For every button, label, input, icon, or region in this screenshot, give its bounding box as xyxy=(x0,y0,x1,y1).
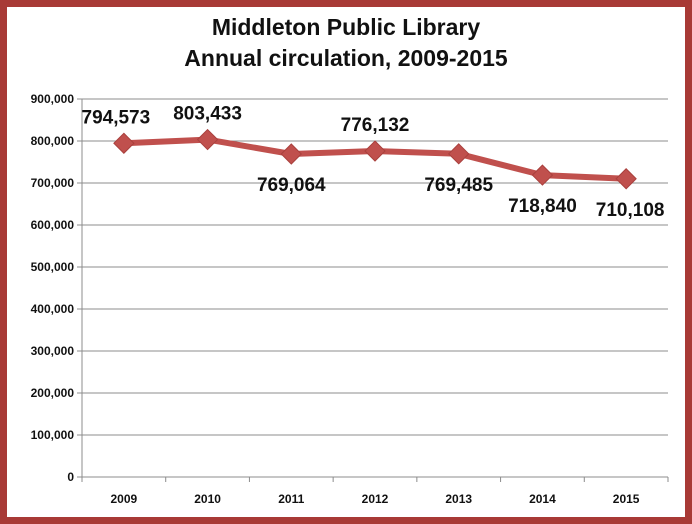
y-tick-label: 800,000 xyxy=(31,134,75,148)
y-tick-label: 400,000 xyxy=(31,302,75,316)
x-tick-label: 2009 xyxy=(111,492,138,506)
x-tick-label: 2010 xyxy=(194,492,221,506)
data-point-marker xyxy=(448,143,470,165)
data-point-marker xyxy=(280,143,302,165)
y-tick-label: 0 xyxy=(67,470,74,484)
x-tick-label: 2014 xyxy=(529,492,556,506)
data-labels: 794,573 803,433 769,064 776,132 769,485 718,8… xyxy=(82,104,665,221)
data-label: 769,485 xyxy=(424,175,493,196)
data-point-marker xyxy=(531,164,554,186)
y-axis-ticks: 0 100,000 200,000 300,000 400,000 500,000 600,… xyxy=(31,92,82,484)
y-tick-label: 500,000 xyxy=(31,260,75,274)
y-tick-label: 900,000 xyxy=(31,92,75,106)
data-label: 776,132 xyxy=(341,115,410,136)
y-tick-label: 100,000 xyxy=(31,428,75,442)
data-point-marker xyxy=(615,168,637,190)
data-label: 803,433 xyxy=(173,104,242,125)
y-tick-label: 700,000 xyxy=(31,176,75,190)
x-tick-label: 2015 xyxy=(613,492,640,506)
data-label: 794,573 xyxy=(82,107,151,128)
data-label: 718,840 xyxy=(508,196,577,217)
data-point-marker xyxy=(196,128,219,151)
data-label: 769,064 xyxy=(257,175,326,196)
x-tick-label: 2013 xyxy=(445,492,472,506)
data-markers xyxy=(113,128,637,190)
y-tick-label: 200,000 xyxy=(31,386,75,400)
y-tick-label: 300,000 xyxy=(31,344,75,358)
chart-title: Middleton Public Library xyxy=(211,14,481,40)
x-tick-label: 2011 xyxy=(278,492,304,506)
x-axis-ticks: 2009 2010 2011 2012 2013 2014 2015 xyxy=(81,477,669,506)
chart-subtitle: Annual circulation, 2009-2015 xyxy=(184,45,508,71)
chart-title-block: Middleton Public Library Annual circulat… xyxy=(0,12,692,74)
data-point-marker xyxy=(364,140,386,162)
y-tick-label: 600,000 xyxy=(31,218,75,232)
x-tick-label: 2012 xyxy=(362,492,389,506)
data-label: 710,108 xyxy=(596,200,665,221)
axes xyxy=(81,99,668,478)
data-point-marker xyxy=(113,132,135,154)
